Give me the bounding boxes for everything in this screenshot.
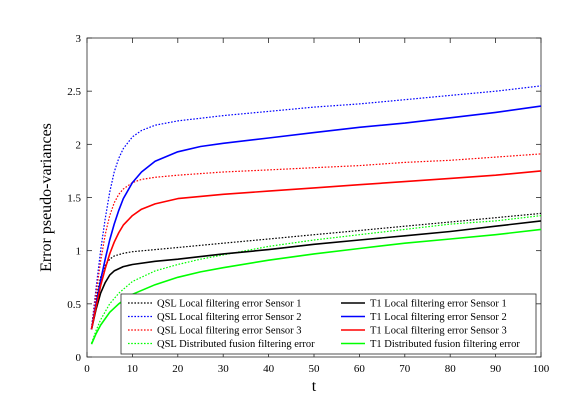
x-tick-label: 60 bbox=[354, 363, 366, 375]
tick-labels: 0 10 20 30 40 50 60 70 80 90 100 0 0.5 1 1.5 2 2.5 3 bbox=[67, 33, 550, 375]
x-tick-label: 10 bbox=[127, 363, 139, 375]
x-tick-label: 80 bbox=[445, 363, 457, 375]
legend-label-3: QSL Local filtering error Sensor 3 bbox=[157, 326, 302, 337]
legend-label-8: T1 Distributed fusion filtering error bbox=[370, 339, 520, 350]
y-tick-label: 1.5 bbox=[67, 193, 81, 205]
legend-box bbox=[120, 293, 537, 355]
y-tick-label: 0.5 bbox=[67, 299, 81, 311]
series-line-5 bbox=[90, 220, 542, 330]
x-tick-label: 20 bbox=[172, 363, 184, 375]
series-line-7 bbox=[90, 170, 542, 330]
legend-label-5: T1 Local filtering error Sensor 1 bbox=[370, 299, 507, 310]
y-tick-label: 1 bbox=[76, 246, 82, 258]
x-tick-label: 40 bbox=[263, 363, 275, 375]
x-tick-label: 90 bbox=[490, 363, 502, 375]
series-line-1 bbox=[90, 212, 542, 329]
series-line-8 bbox=[90, 228, 542, 345]
y-tick-label: 2.5 bbox=[67, 86, 81, 98]
x-tick-label: 0 bbox=[84, 363, 90, 375]
x-tick-label: 70 bbox=[399, 363, 411, 375]
series-line-4 bbox=[90, 215, 542, 344]
legend-label-7: T1 Local filtering error Sensor 3 bbox=[370, 326, 507, 337]
y-tick-label: 2 bbox=[76, 139, 82, 151]
axis-ticks bbox=[86, 37, 542, 358]
legend-label-1: QSL Local filtering error Sensor 1 bbox=[157, 299, 302, 310]
x-axis-title: t bbox=[312, 378, 317, 395]
legend-label-4: QSL Distributed fusion filtering error bbox=[157, 339, 315, 350]
y-tick-label: 0 bbox=[76, 352, 82, 364]
legend-label-6: T1 Local filtering error Sensor 2 bbox=[370, 312, 507, 323]
series-line-6 bbox=[90, 105, 542, 330]
series-line-2 bbox=[90, 85, 542, 329]
y-tick-label: 3 bbox=[76, 33, 82, 45]
x-tick-label: 50 bbox=[309, 363, 321, 375]
y-axis-title: Error pseudo-variances bbox=[38, 123, 55, 272]
legend-label-2: QSL Local filtering error Sensor 2 bbox=[157, 312, 302, 323]
series-lines bbox=[90, 85, 542, 345]
legend: QSL Local filtering error Sensor 1 QSL Lo… bbox=[120, 293, 537, 355]
x-tick-label: 100 bbox=[533, 363, 550, 375]
x-tick-label: 30 bbox=[218, 363, 230, 375]
